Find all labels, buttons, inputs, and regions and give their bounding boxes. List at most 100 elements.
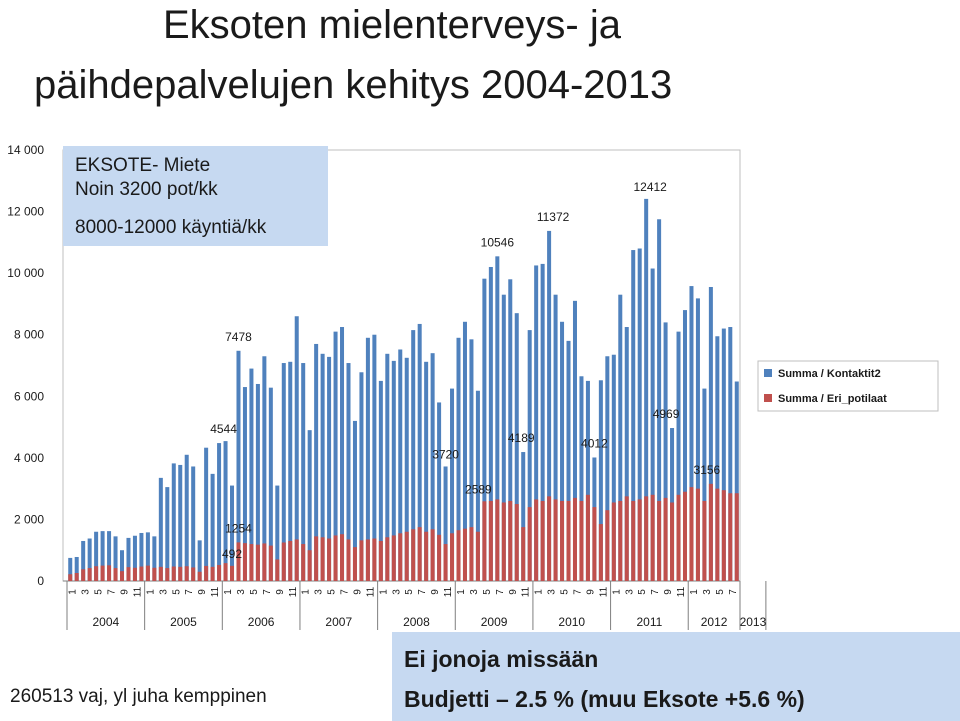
bar-kontaktit	[501, 294, 506, 581]
bar-eri-potilaat	[242, 543, 247, 581]
footer-box-line-1: Ei jonoja missään	[404, 646, 599, 672]
x-year-label: 2011	[636, 615, 662, 629]
x-month-label: 5	[560, 589, 571, 595]
bar-kontaktit	[527, 330, 532, 581]
bar-eri-potilaat	[197, 571, 202, 581]
bar-eri-potilaat	[566, 500, 571, 581]
bar-eri-potilaat	[346, 539, 351, 581]
x-month-label: 7	[417, 589, 428, 595]
bar-eri-potilaat	[482, 501, 487, 581]
bar-eri-potilaat	[456, 530, 461, 581]
bar-kontaktit	[404, 357, 409, 581]
x-year-label: 2009	[481, 615, 508, 629]
bar-kontaktit	[107, 531, 112, 581]
bar-kontaktit	[365, 337, 370, 581]
bar-kontaktit	[495, 256, 500, 581]
bar-kontaktit	[139, 532, 144, 581]
bar-kontaktit	[178, 464, 183, 581]
callout-line-1: EKSOTE- Miete	[75, 155, 211, 176]
bar-eri-potilaat	[618, 500, 623, 581]
y-tick-label: 6 000	[14, 389, 44, 403]
bar-eri-potilaat	[262, 543, 267, 581]
bar-kontaktit	[488, 266, 493, 581]
bar-kontaktit	[430, 353, 435, 581]
bar-eri-potilaat	[288, 540, 293, 581]
x-month-label: 3	[469, 589, 480, 595]
legend-label: Summa / Eri_potilaat	[778, 393, 887, 405]
bar-eri-potilaat	[734, 493, 739, 581]
x-year-label: 2007	[325, 615, 352, 629]
bar-eri-potilaat	[184, 566, 189, 581]
bar-eri-potilaat	[424, 531, 429, 581]
bar-eri-potilaat	[728, 493, 733, 581]
bar-kontaktit	[598, 380, 603, 581]
x-month-label: 9	[663, 589, 674, 595]
bar-kontaktit	[81, 540, 86, 581]
bar-kontaktit	[119, 550, 125, 581]
x-month-label: 7	[340, 589, 351, 595]
x-month-label: 5	[327, 589, 338, 595]
bar-kontaktit	[249, 368, 254, 581]
footer-author: 260513 vaj, yl juha kemppinen	[10, 686, 267, 707]
x-month-label: 1	[301, 589, 312, 595]
bar-kontaktit	[333, 331, 338, 581]
bar-eri-potilaat	[670, 502, 675, 581]
x-month-label: 5	[171, 589, 182, 595]
x-month-label: 7	[107, 589, 118, 595]
bar-kontaktit	[171, 463, 176, 581]
info-callout: EKSOTE- Miete Noin 3200 pot/kk 8000-1200…	[63, 146, 328, 246]
bar-kontaktit	[663, 322, 668, 581]
bar-eri-potilaat	[340, 534, 345, 581]
bar-eri-potilaat	[682, 491, 688, 581]
x-month-label: 5	[715, 589, 726, 595]
y-tick-label: 0	[37, 574, 44, 588]
bar-eri-potilaat	[488, 500, 493, 581]
callout-line-2: Noin 3200 pot/kk	[75, 179, 218, 200]
bar-eri-potilaat	[152, 567, 157, 581]
bar-kontaktit	[391, 360, 396, 581]
x-month-label: 1	[534, 589, 545, 595]
bar-eri-potilaat	[417, 527, 422, 581]
x-month-label: 5	[637, 589, 648, 595]
bar-kontaktit	[217, 443, 222, 581]
bar-eri-potilaat	[501, 502, 506, 581]
bar-eri-potilaat	[702, 500, 707, 581]
x-year-label: 2008	[403, 615, 430, 629]
bar-kontaktit	[294, 316, 299, 581]
bar-kontaktit	[547, 230, 552, 582]
bar-kontaktit	[340, 327, 345, 581]
legend-swatch	[764, 394, 772, 402]
x-month-label: 5	[482, 589, 493, 595]
bar-kontaktit	[566, 340, 571, 581]
bar-eri-potilaat	[294, 539, 299, 581]
bar-kontaktit	[184, 454, 189, 581]
bar-kontaktit	[346, 363, 351, 581]
bar-eri-potilaat	[145, 565, 150, 581]
bar-kontaktit	[579, 376, 584, 581]
bar-eri-potilaat	[94, 566, 99, 581]
bar-kontaktit	[314, 343, 319, 581]
bar-kontaktit	[553, 294, 558, 581]
bar-kontaktit	[631, 250, 636, 581]
bar-eri-potilaat	[721, 490, 726, 581]
bar-eri-potilaat	[430, 529, 435, 581]
bar-kontaktit	[398, 349, 403, 581]
bar-eri-potilaat	[495, 499, 500, 581]
bar-kontaktit	[482, 278, 487, 581]
bar-eri-potilaat	[223, 563, 228, 581]
title-line-1: Eksoten mielenterveys- ja	[163, 3, 621, 47]
bar-eri-potilaat	[521, 527, 526, 581]
data-label: 12412	[633, 180, 667, 194]
bar-eri-potilaat	[307, 550, 312, 581]
bar-eri-potilaat	[275, 559, 280, 581]
bar-kontaktit	[443, 466, 448, 581]
x-month-label: 7	[728, 589, 739, 595]
y-tick-label: 4 000	[14, 451, 44, 465]
bar-kontaktit	[572, 300, 577, 581]
bar-eri-potilaat	[333, 535, 338, 581]
bar-eri-potilaat	[87, 568, 92, 581]
x-month-label: 3	[236, 589, 247, 595]
bar-kontaktit	[689, 286, 694, 581]
x-month-label: 9	[430, 589, 441, 595]
bar-eri-potilaat	[365, 539, 370, 581]
